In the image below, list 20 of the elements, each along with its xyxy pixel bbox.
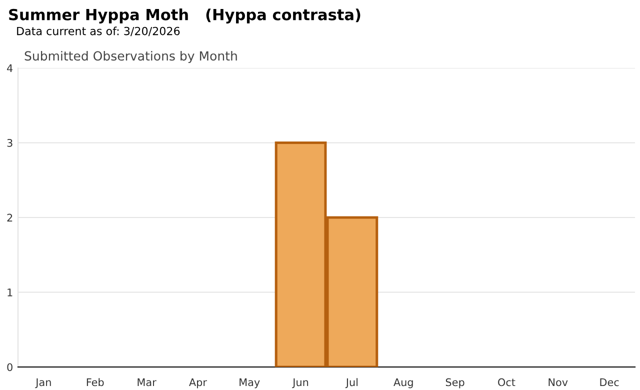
y-tick-label: 4: [7, 64, 13, 72]
x-tick-label: Apr: [189, 378, 207, 388]
x-tick-label: May: [240, 378, 260, 388]
y-tick-label: 1: [8, 288, 12, 296]
x-tick-label: Nov: [548, 378, 568, 386]
y-tick-label: 0: [7, 363, 12, 372]
x-tick-label: Jul: [345, 378, 358, 388]
x-tick-label: Jan: [35, 378, 51, 388]
x-tick-label: Jun: [292, 378, 308, 388]
y-tick-label: 3: [7, 138, 12, 147]
x-tick-label: Oct: [498, 378, 516, 386]
chart-title: Summer Hyppa Moth (Hyppa contrasta): [9, 8, 360, 24]
text: Submitted Observations by Month: [24, 50, 237, 64]
x-tick-label: Sep: [446, 378, 464, 388]
x-tick-label: Dec: [600, 378, 619, 386]
x-tick-label: Aug: [394, 378, 413, 388]
x-tick-label: Mar: [138, 378, 156, 386]
chart-subtitle: Data current as of: 3/20/2026: [17, 26, 180, 36]
y-tick-label: 2: [7, 214, 12, 222]
x-tick-label: Feb: [86, 378, 104, 386]
